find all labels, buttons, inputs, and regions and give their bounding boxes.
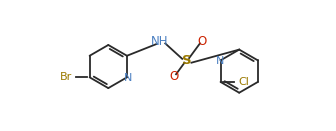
- Text: N: N: [216, 56, 224, 66]
- Text: O: O: [198, 35, 207, 48]
- Text: S: S: [182, 54, 192, 67]
- Text: N: N: [124, 73, 132, 83]
- Text: NH: NH: [151, 35, 169, 48]
- Text: Br: Br: [60, 72, 72, 82]
- Text: O: O: [169, 70, 178, 83]
- Text: Cl: Cl: [238, 77, 249, 87]
